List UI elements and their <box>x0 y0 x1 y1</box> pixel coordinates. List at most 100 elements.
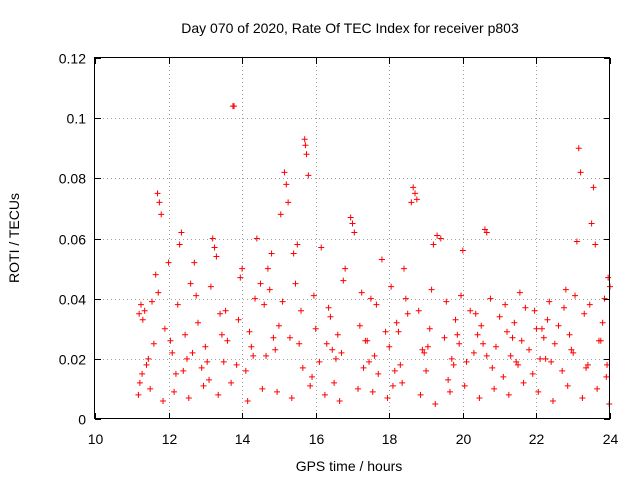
y-tick-label: 0.02 <box>59 352 86 368</box>
data-point <box>222 307 229 314</box>
grid-layer <box>95 58 610 419</box>
data-point <box>531 307 538 314</box>
data-point <box>149 298 156 305</box>
data-point <box>487 295 494 302</box>
data-point <box>182 331 189 338</box>
data-point <box>334 331 341 338</box>
data-point <box>546 298 553 305</box>
data-point <box>366 358 373 365</box>
data-point <box>584 361 591 368</box>
data-point <box>413 196 420 203</box>
data-point <box>263 352 270 359</box>
data-point <box>588 220 595 227</box>
data-point <box>246 328 253 335</box>
data-point <box>274 388 281 395</box>
data-point <box>218 331 225 338</box>
data-point <box>174 301 181 308</box>
data-point <box>250 352 257 359</box>
data-point <box>252 295 259 302</box>
data-point <box>257 280 264 287</box>
data-point <box>145 355 152 362</box>
data-point <box>559 367 566 374</box>
data-point <box>195 319 201 326</box>
data-point <box>283 181 290 188</box>
data-point <box>579 394 586 401</box>
data-point <box>428 286 435 293</box>
data-point <box>601 295 608 302</box>
data-point <box>158 211 165 218</box>
data-point <box>290 250 297 257</box>
data-point <box>211 244 218 251</box>
data-point <box>515 361 522 368</box>
data-point <box>185 394 192 401</box>
data-point <box>358 289 365 296</box>
data-point <box>136 310 143 317</box>
x-axis-label: GPS time / hours <box>296 458 403 474</box>
data-point <box>285 199 292 206</box>
plot-frame <box>94 57 610 419</box>
data-point <box>305 172 312 179</box>
data-point <box>279 298 286 305</box>
data-point <box>161 325 168 332</box>
data-point <box>561 304 568 311</box>
chart-title: Day 070 of 2020, Rate Of TEC Index for r… <box>181 20 519 36</box>
data-point <box>351 229 358 236</box>
x-tick-label: 16 <box>309 431 325 447</box>
data-point <box>421 349 428 356</box>
data-point <box>167 337 174 344</box>
data-point <box>483 229 490 236</box>
data-point <box>206 376 213 383</box>
data-point <box>147 385 154 392</box>
data-point <box>235 316 242 323</box>
data-point <box>551 340 558 347</box>
data-point <box>338 349 345 356</box>
data-point <box>160 397 167 404</box>
y-tick-label: 0.08 <box>59 171 86 187</box>
data-point <box>176 241 183 248</box>
x-tick-label: 20 <box>456 431 472 447</box>
data-point <box>507 352 514 359</box>
data-point <box>575 145 582 152</box>
data-point <box>277 211 284 218</box>
y-tick-label: 0 <box>78 412 86 428</box>
data-point <box>489 364 496 371</box>
data-point <box>355 385 362 392</box>
data-point <box>154 190 161 197</box>
data-point <box>538 325 545 332</box>
data-point <box>476 394 483 401</box>
data-point <box>492 343 499 350</box>
data-point <box>549 397 556 404</box>
data-point <box>540 334 547 341</box>
data-point <box>397 361 404 368</box>
data-point <box>446 388 453 395</box>
data-point <box>509 334 516 341</box>
data-point <box>461 382 468 389</box>
data-point <box>141 307 148 314</box>
data-point <box>470 349 477 356</box>
data-point <box>244 397 251 404</box>
data-point <box>417 391 424 398</box>
data-point <box>537 355 544 362</box>
data-point <box>217 310 224 317</box>
data-point <box>213 253 220 260</box>
data-point <box>586 301 593 308</box>
data-point <box>500 373 507 380</box>
data-point <box>231 103 238 110</box>
data-point <box>603 373 610 380</box>
data-point <box>434 232 441 239</box>
data-point <box>215 391 222 398</box>
data-point <box>340 277 347 284</box>
data-point <box>220 358 227 365</box>
data-point <box>329 346 336 353</box>
data-point <box>597 337 604 344</box>
data-point <box>193 292 200 299</box>
data-point <box>155 289 162 296</box>
y-tick-label: 0.04 <box>59 292 86 308</box>
x-tick-label: 22 <box>529 431 545 447</box>
data-point <box>253 235 260 242</box>
data-point <box>481 226 488 233</box>
data-point <box>298 307 304 314</box>
y-tick-label: 0.06 <box>59 232 86 248</box>
data-point <box>450 361 457 368</box>
